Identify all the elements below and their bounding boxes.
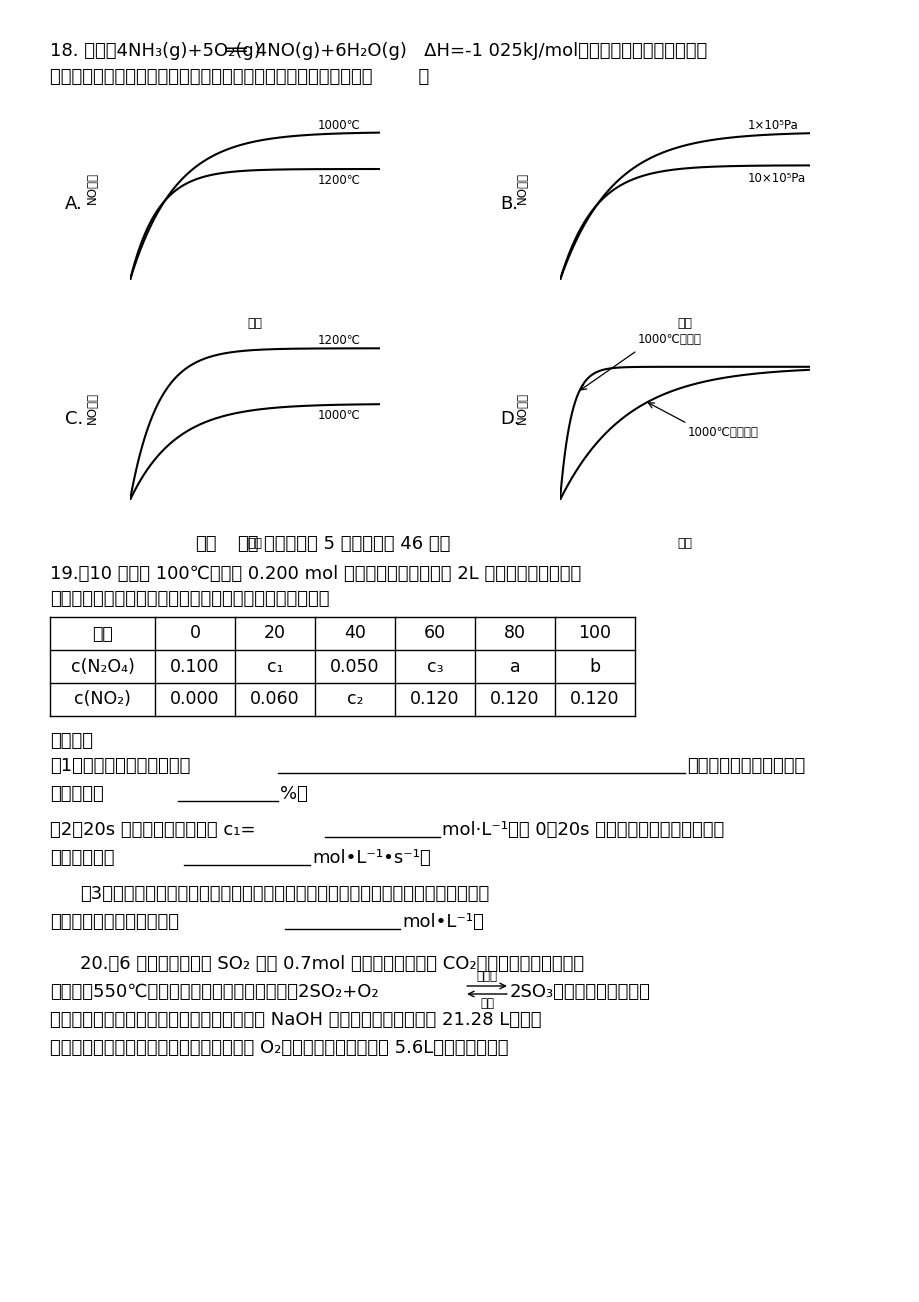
Text: b: b — [589, 658, 600, 676]
Text: 0.060: 0.060 — [250, 690, 300, 708]
Text: 催化剑: 催化剑 — [476, 970, 497, 983]
Text: NO含量: NO含量 — [516, 172, 528, 203]
Text: 时间: 时间 — [676, 316, 692, 329]
Text: NO含量: NO含量 — [85, 172, 99, 203]
Text: 填空: 填空 — [237, 535, 258, 553]
Text: 1×10⁵Pa: 1×10⁵Pa — [746, 120, 798, 133]
Text: mol•L⁻¹•s⁻¹。: mol•L⁻¹•s⁻¹。 — [312, 849, 430, 867]
Text: C.: C. — [65, 410, 83, 428]
Text: c(N₂O₄): c(N₂O₄) — [71, 658, 134, 676]
Text: ，达到平衡时四氧化二氮: ，达到平衡时四氧化二氮 — [686, 756, 804, 775]
Text: 20.（6 分）将一定量的 SO₂ 和含 0.7mol 氧气的空气（忽略 CO₂）放入一定体积的密闭: 20.（6 分）将一定量的 SO₂ 和含 0.7mol 氧气的空气（忽略 CO₂… — [80, 954, 584, 973]
Text: D.: D. — [499, 410, 519, 428]
Text: 40: 40 — [344, 625, 366, 642]
Text: 18. 已知：4NH₃(g)+5O₂(g): 18. 已知：4NH₃(g)+5O₂(g) — [50, 42, 267, 60]
Text: 20: 20 — [264, 625, 286, 642]
Text: 2SO₃（正反应放热）。反: 2SO₃（正反应放热）。反 — [509, 983, 650, 1001]
Text: 均反应速率为: 均反应速率为 — [50, 849, 114, 867]
Text: %。: %。 — [279, 785, 308, 803]
Text: mol•L⁻¹。: mol•L⁻¹。 — [402, 913, 483, 931]
Text: c₁: c₁ — [267, 658, 283, 676]
Text: 4NO(g)+6H₂O(g)   ΔH=-1 025kJ/mol，该反应是一个可逆反应。: 4NO(g)+6H₂O(g) ΔH=-1 025kJ/mol，该反应是一个可逆反… — [250, 42, 707, 60]
Text: c₃: c₃ — [426, 658, 443, 676]
Text: 10×10⁵Pa: 10×10⁵Pa — [746, 172, 805, 185]
Text: 0: 0 — [189, 625, 200, 642]
Text: 0.120: 0.120 — [570, 690, 619, 708]
Text: 时间: 时间 — [92, 625, 113, 642]
Text: NO含量: NO含量 — [85, 392, 99, 423]
Text: 时间: 时间 — [247, 536, 262, 549]
Text: B.: B. — [499, 195, 517, 214]
Text: 0.000: 0.000 — [170, 690, 220, 708]
Text: 1200℃: 1200℃ — [317, 173, 360, 186]
Text: 容器中，550℃时，在催化剑作用下发生反应：2SO₂+O₂: 容器中，550℃时，在催化剑作用下发生反应：2SO₂+O₂ — [50, 983, 379, 1001]
Text: 若反应物起始物质的量相同，下列关于该反应的示意图不正确的是（        ）: 若反应物起始物质的量相同，下列关于该反应的示意图不正确的是（ ） — [50, 68, 429, 86]
Text: mol·L⁻¹，在 0～20s 时间段内，四氧化二氮的平: mol·L⁻¹，在 0～20s 时间段内，四氧化二氮的平 — [441, 822, 723, 838]
Text: （1）该反应的化学方程式为: （1）该反应的化学方程式为 — [50, 756, 190, 775]
Text: 试填空：: 试填空： — [50, 732, 93, 750]
Text: c(NO₂): c(NO₂) — [74, 690, 130, 708]
Text: 时间: 时间 — [247, 316, 262, 329]
Text: 1000℃催化剑: 1000℃催化剑 — [637, 333, 700, 346]
Text: 加热: 加热 — [480, 997, 494, 1010]
Text: 时间: 时间 — [676, 536, 692, 549]
Text: c₂: c₂ — [346, 690, 363, 708]
Text: 19.（10 分）在 100℃时，将 0.200 mol 的四氧化二氮气体充入 2L 抽空的密闭容器中，: 19.（10 分）在 100℃时，将 0.200 mol 的四氧化二氮气体充入 … — [50, 565, 581, 583]
Text: ══: ══ — [225, 42, 246, 60]
Text: 0.120: 0.120 — [410, 690, 460, 708]
Text: a: a — [509, 658, 520, 676]
Text: 1000℃: 1000℃ — [317, 118, 360, 132]
Text: 1200℃: 1200℃ — [317, 335, 360, 348]
Text: 80: 80 — [504, 625, 526, 642]
Text: 0.050: 0.050 — [330, 658, 380, 676]
Text: 100: 100 — [578, 625, 611, 642]
Text: NO含量: NO含量 — [516, 392, 528, 423]
Text: 每隔一定时间对该容器内的物质进行分析，得到如下表格：: 每隔一定时间对该容器内的物质进行分析，得到如下表格： — [50, 590, 329, 608]
Text: （本题包括 5 个小题，共 46 分）: （本题包括 5 个小题，共 46 分） — [264, 535, 450, 553]
Text: 态，二氧化氮的初始浓度为: 态，二氧化氮的初始浓度为 — [50, 913, 179, 931]
Text: 剩余气体通过焦性没食子酸的碱性溶液吸收 O₂，气体的体积又减少了 5.6L（以上气体体积: 剩余气体通过焦性没食子酸的碱性溶液吸收 O₂，气体的体积又减少了 5.6L（以上… — [50, 1039, 508, 1057]
Text: 0.100: 0.100 — [170, 658, 220, 676]
Text: 1000℃: 1000℃ — [317, 409, 360, 422]
Text: （3）若在相同情况下最初向容器中充入的是二氧化氮气体，要达到上述同样的平衡状: （3）若在相同情况下最初向容器中充入的是二氧化氮气体，要达到上述同样的平衡状 — [80, 885, 489, 904]
Text: 的转化率为: 的转化率为 — [50, 785, 104, 803]
Text: （2）20s 时四氧化二氮的浓度 c₁=: （2）20s 时四氧化二氮的浓度 c₁= — [50, 822, 255, 838]
Text: 应达到平衡后，将容器中的混合气体通过过量 NaOH 溶液，气体体积减少了 21.28 L；再将: 应达到平衡后，将容器中的混合气体通过过量 NaOH 溶液，气体体积减少了 21.… — [50, 1010, 541, 1029]
Text: 0.120: 0.120 — [490, 690, 539, 708]
Text: A.: A. — [65, 195, 83, 214]
Text: 二、: 二、 — [195, 535, 216, 553]
Text: 1000℃无催化剑: 1000℃无催化剑 — [686, 426, 757, 439]
Text: 60: 60 — [424, 625, 446, 642]
